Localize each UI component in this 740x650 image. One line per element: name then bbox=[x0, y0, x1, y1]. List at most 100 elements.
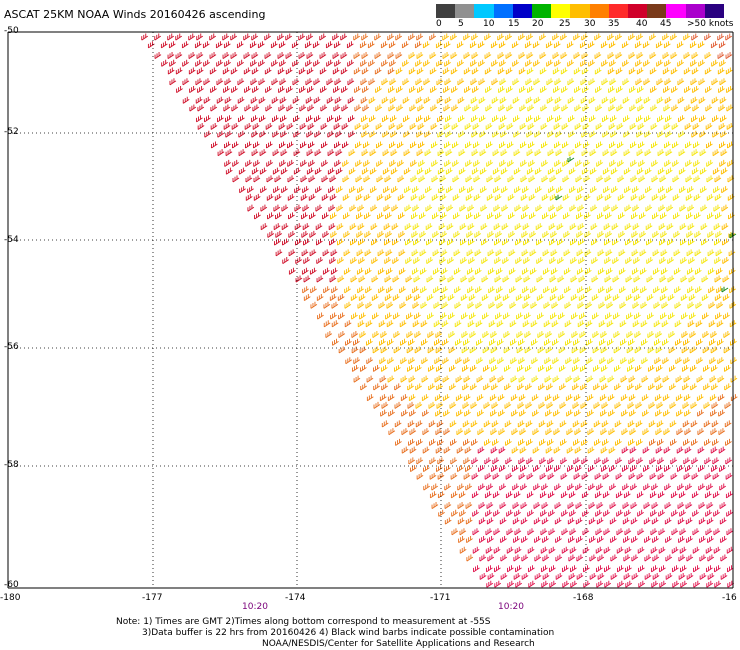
wind-barb bbox=[588, 517, 596, 525]
wind-barb bbox=[509, 286, 516, 294]
wind-barb bbox=[502, 275, 510, 283]
wind-barb bbox=[403, 115, 410, 123]
wind-barb bbox=[698, 502, 706, 510]
wind-barb bbox=[390, 115, 397, 123]
wind-barb bbox=[441, 301, 449, 309]
wind-barb bbox=[709, 375, 717, 383]
wind-barb bbox=[725, 52, 733, 60]
wind-barb bbox=[244, 141, 252, 149]
wind-barb bbox=[650, 122, 658, 130]
wind-barb bbox=[672, 175, 680, 183]
wind-barb bbox=[154, 33, 162, 41]
wind-barb bbox=[362, 122, 370, 130]
wind-barb bbox=[637, 509, 644, 517]
wind-barb bbox=[464, 409, 471, 417]
wind-barb bbox=[321, 175, 329, 183]
wind-barb bbox=[506, 86, 513, 93]
wind-barb bbox=[712, 491, 720, 499]
wind-barb bbox=[686, 249, 694, 257]
wind-barb bbox=[548, 186, 555, 194]
wind-barb bbox=[650, 86, 657, 93]
wind-barb bbox=[465, 159, 472, 167]
wind-barb bbox=[661, 320, 669, 328]
wind-barb bbox=[526, 457, 534, 465]
wind-barb bbox=[489, 357, 497, 365]
wind-barb bbox=[601, 96, 609, 104]
wind-barb bbox=[583, 159, 590, 167]
wind-barb bbox=[468, 238, 475, 246]
wind-barb bbox=[665, 167, 673, 175]
wind-barb bbox=[525, 401, 533, 409]
wind-barb bbox=[720, 149, 728, 157]
wind-barb bbox=[395, 33, 403, 41]
wind-barb bbox=[706, 565, 713, 573]
wind-barb bbox=[495, 212, 502, 220]
wind-barb bbox=[691, 457, 699, 465]
wind-barb bbox=[313, 78, 321, 86]
wind-barb bbox=[490, 409, 497, 417]
wind-barb bbox=[487, 572, 495, 580]
wind-barb bbox=[281, 186, 288, 194]
wind-barb bbox=[438, 223, 446, 231]
wind-barb bbox=[404, 186, 411, 194]
wind-barb bbox=[306, 52, 314, 60]
wind-barb bbox=[652, 267, 660, 275]
wind-barb bbox=[456, 446, 464, 454]
wind-barb bbox=[694, 212, 701, 220]
wind-barb bbox=[327, 115, 334, 123]
wind-barb bbox=[557, 275, 565, 283]
wind-barb bbox=[626, 346, 634, 354]
wind-barb bbox=[553, 409, 560, 417]
wind-barb bbox=[712, 115, 719, 123]
wind-barb bbox=[330, 212, 337, 220]
wind-barb bbox=[657, 438, 664, 446]
wind-barb bbox=[472, 86, 479, 93]
wind-barb bbox=[519, 141, 527, 149]
wind-barb bbox=[488, 320, 496, 328]
wind-barb bbox=[580, 78, 588, 86]
wind-barb bbox=[409, 104, 417, 112]
wind-barb bbox=[593, 383, 600, 391]
wind-barb bbox=[349, 204, 357, 212]
wind-barb bbox=[216, 59, 223, 67]
wind-barb bbox=[524, 346, 532, 354]
wind-barb bbox=[674, 301, 682, 309]
wind-barb bbox=[706, 517, 714, 525]
wind-barb bbox=[689, 330, 697, 338]
wind-barb bbox=[497, 52, 505, 60]
wind-barb bbox=[361, 130, 369, 138]
wind-barb bbox=[606, 320, 614, 328]
wind-barb bbox=[558, 346, 566, 354]
wind-barb bbox=[231, 104, 239, 112]
lat-lon-grid bbox=[7, 31, 734, 589]
wind-barb bbox=[657, 115, 664, 123]
wind-barb bbox=[357, 320, 365, 328]
wind-barb bbox=[681, 364, 689, 372]
colorbar-segment bbox=[493, 4, 513, 18]
colorbar-segment bbox=[551, 4, 571, 18]
wind-barb bbox=[513, 554, 521, 562]
wind-barb bbox=[384, 175, 392, 183]
wind-barb bbox=[590, 223, 598, 231]
wind-barb bbox=[569, 546, 577, 554]
wind-barb bbox=[581, 115, 588, 123]
wind-barb bbox=[243, 33, 251, 41]
wind-barb bbox=[579, 330, 587, 338]
wind-barb bbox=[685, 175, 693, 183]
wind-barb bbox=[636, 167, 644, 175]
wind-barb bbox=[574, 141, 582, 149]
wind-barb bbox=[535, 223, 543, 231]
wind-barb bbox=[359, 346, 367, 354]
wind-barb bbox=[487, 267, 495, 275]
wind-barb bbox=[210, 122, 218, 130]
wind-barb bbox=[539, 472, 547, 480]
wind-barb bbox=[671, 546, 679, 554]
wind-barb bbox=[498, 428, 506, 436]
wind-barb bbox=[687, 223, 695, 231]
wind-barb bbox=[651, 175, 659, 183]
wind-barb bbox=[542, 572, 550, 580]
wind-barb bbox=[380, 346, 388, 354]
wind-barb bbox=[659, 257, 667, 265]
wind-barb bbox=[491, 383, 498, 391]
wind-barb bbox=[416, 149, 424, 157]
